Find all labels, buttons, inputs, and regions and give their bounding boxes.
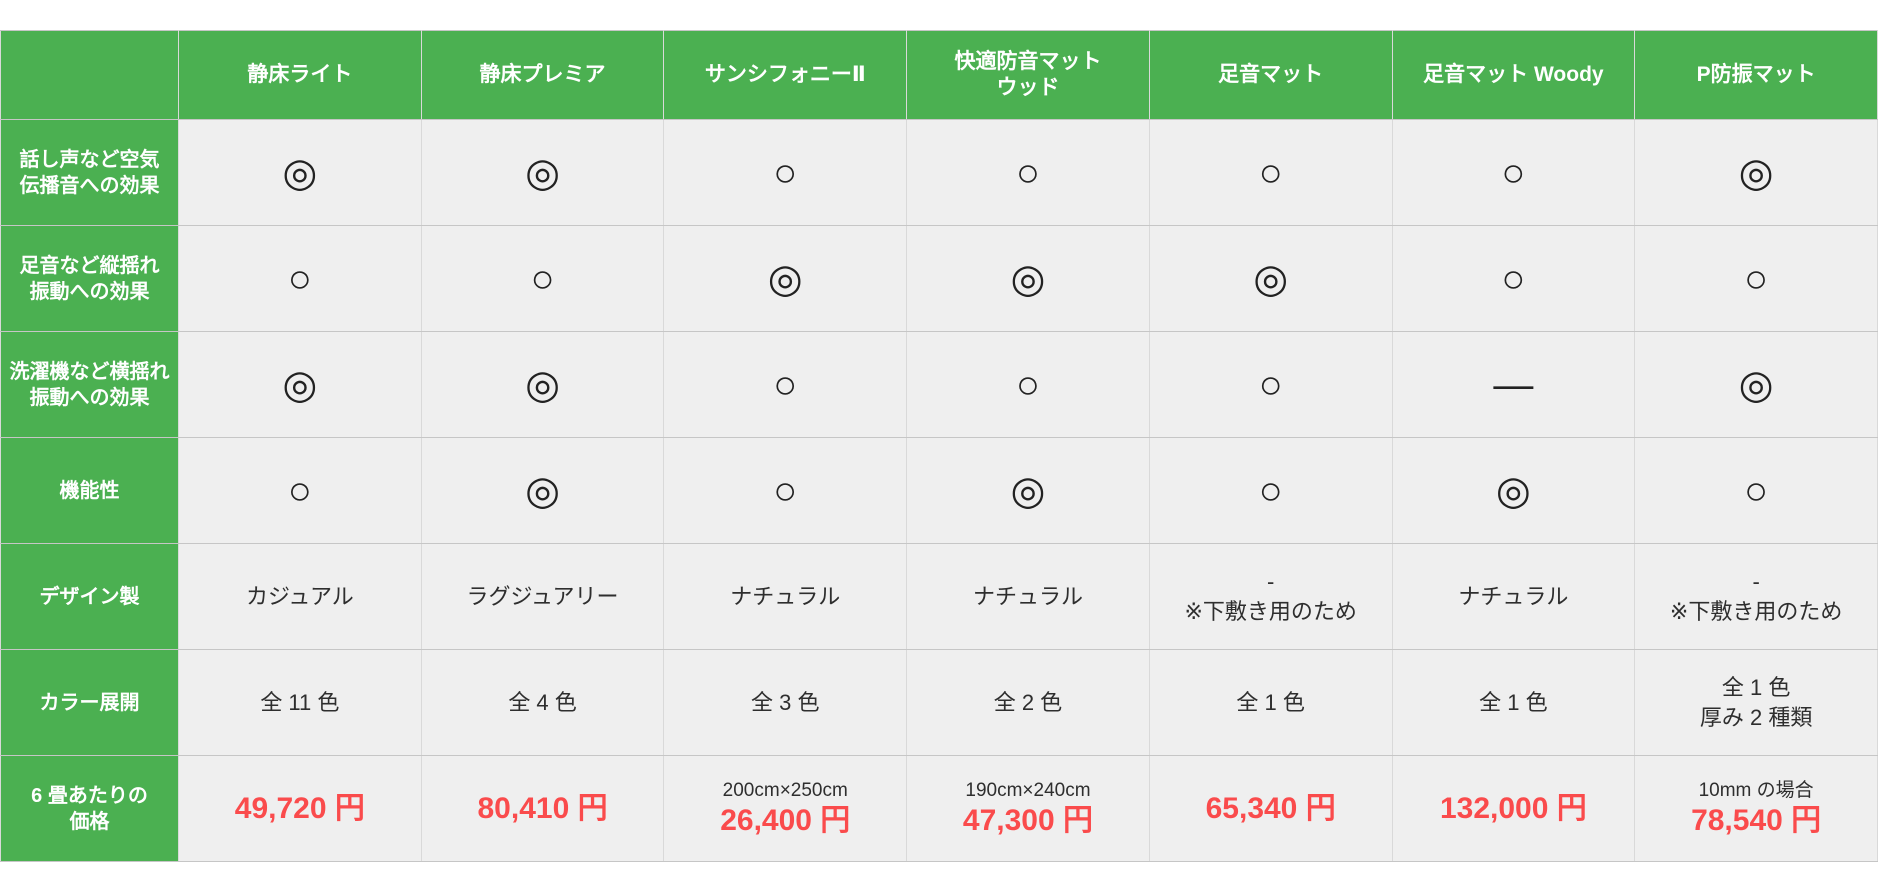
price-cell: 200cm×250cm 26,400 円 bbox=[663, 755, 908, 862]
row-header: カラー展開 bbox=[0, 649, 179, 756]
rating-cell: ◎ bbox=[1148, 225, 1393, 332]
column-header-ashioto-mat-woody: 足音マット Woody bbox=[1391, 30, 1636, 120]
text-cell: ナチュラル bbox=[906, 543, 1150, 650]
price-value: 80,410 円 bbox=[477, 791, 608, 825]
text-cell: ナチュラル bbox=[663, 543, 908, 650]
rating-cell: ◎ bbox=[420, 437, 665, 544]
price-value: 132,000 円 bbox=[1439, 791, 1587, 825]
rating-cell: ○ bbox=[663, 437, 908, 544]
column-header-shizuyuka-premia: 静床プレミア bbox=[420, 30, 665, 120]
rating-cell: — bbox=[1391, 331, 1636, 438]
text-cell: 全 1 色 厚み 2 種類 bbox=[1634, 649, 1878, 756]
rating-cell: ○ bbox=[1391, 119, 1636, 226]
price-note: 10mm の場合 bbox=[1698, 779, 1814, 801]
rating-cell: ○ bbox=[178, 437, 422, 544]
table-row-color-variations: カラー展開 全 11 色 全 4 色 全 3 色 全 2 色 全 1 色 全 1… bbox=[0, 649, 1878, 756]
row-header: 話し声など空気 伝播音への効果 bbox=[0, 119, 179, 226]
row-header: 洗濯機など横揺れ 振動への効果 bbox=[0, 331, 179, 438]
rating-cell: ◎ bbox=[1634, 119, 1878, 226]
rating-cell: ○ bbox=[1148, 119, 1393, 226]
price-cell: 65,340 円 bbox=[1148, 755, 1393, 862]
row-header: 6 畳あたりの 価格 bbox=[0, 755, 179, 862]
price-note: 190cm×240cm bbox=[965, 779, 1091, 801]
price-cell: 132,000 円 bbox=[1391, 755, 1636, 862]
text-cell: 全 4 色 bbox=[420, 649, 665, 756]
price-note: 200cm×250cm bbox=[722, 779, 848, 801]
rating-cell: ○ bbox=[663, 331, 908, 438]
table-row-functionality: 機能性 ○ ◎ ○ ◎ ○ ◎ ○ bbox=[0, 437, 1878, 544]
rating-cell: ◎ bbox=[663, 225, 908, 332]
rating-cell: ◎ bbox=[178, 119, 422, 226]
text-cell: 全 11 色 bbox=[178, 649, 422, 756]
price-value: 78,540 円 bbox=[1691, 803, 1822, 837]
column-header-p-boushin-mat: P防振マット bbox=[1634, 30, 1878, 120]
text-cell: ナチュラル bbox=[1391, 543, 1636, 650]
product-comparison-table: 静床ライト 静床プレミア サンシフォニーⅡ 快適防音マット ウッド 足音マット … bbox=[0, 30, 1878, 862]
rating-cell: ○ bbox=[178, 225, 422, 332]
rating-cell: ○ bbox=[1148, 331, 1393, 438]
rating-cell: ◎ bbox=[178, 331, 422, 438]
table-row-airborne-sound: 話し声など空気 伝播音への効果 ◎ ◎ ○ ○ ○ ○ ◎ bbox=[0, 119, 1878, 226]
rating-cell: ◎ bbox=[420, 119, 665, 226]
price-value: 47,300 円 bbox=[962, 803, 1093, 837]
rating-cell: ◎ bbox=[1391, 437, 1636, 544]
price-cell: 49,720 円 bbox=[178, 755, 422, 862]
rating-cell: ◎ bbox=[906, 225, 1150, 332]
rating-cell: ○ bbox=[1148, 437, 1393, 544]
price-value: 49,720 円 bbox=[234, 791, 365, 825]
table-row-design: デザイン製 カジュアル ラグジュアリー ナチュラル ナチュラル - ※下敷き用の… bbox=[0, 543, 1878, 650]
text-cell: 全 1 色 bbox=[1391, 649, 1636, 756]
column-header-shizuyuka-light: 静床ライト bbox=[178, 30, 422, 120]
text-cell: 全 2 色 bbox=[906, 649, 1150, 756]
text-cell: - ※下敷き用のため bbox=[1634, 543, 1878, 650]
column-header-kaiteki-bouon-mat-wood: 快適防音マット ウッド bbox=[906, 30, 1150, 120]
table-row-horizontal-vibration: 洗濯機など横揺れ 振動への効果 ◎ ◎ ○ ○ ○ — ◎ bbox=[0, 331, 1878, 438]
text-cell: - ※下敷き用のため bbox=[1148, 543, 1393, 650]
table-row-vertical-vibration: 足音など縦揺れ 振動への効果 ○ ○ ◎ ◎ ◎ ○ ○ bbox=[0, 225, 1878, 332]
text-cell: 全 1 色 bbox=[1148, 649, 1393, 756]
text-cell: 全 3 色 bbox=[663, 649, 908, 756]
price-cell: 190cm×240cm 47,300 円 bbox=[906, 755, 1150, 862]
price-value: 26,400 円 bbox=[720, 803, 851, 837]
rating-cell: ○ bbox=[1391, 225, 1636, 332]
rating-cell: ◎ bbox=[1634, 331, 1878, 438]
rating-cell: ○ bbox=[906, 119, 1150, 226]
rating-cell: ○ bbox=[1634, 225, 1878, 332]
rating-cell: ○ bbox=[1634, 437, 1878, 544]
price-cell: 80,410 円 bbox=[420, 755, 665, 862]
row-header: デザイン製 bbox=[0, 543, 179, 650]
column-header-ashioto-mat: 足音マット bbox=[1148, 30, 1393, 120]
price-cell: 10mm の場合 78,540 円 bbox=[1634, 755, 1878, 862]
row-header: 足音など縦揺れ 振動への効果 bbox=[0, 225, 179, 332]
corner-cell bbox=[0, 30, 179, 120]
rating-cell: ◎ bbox=[420, 331, 665, 438]
column-header-sunsymphony-2: サンシフォニーⅡ bbox=[663, 30, 908, 120]
rating-cell: ○ bbox=[663, 119, 908, 226]
price-value: 65,340 円 bbox=[1205, 791, 1336, 825]
text-cell: カジュアル bbox=[178, 543, 422, 650]
header-row: 静床ライト 静床プレミア サンシフォニーⅡ 快適防音マット ウッド 足音マット … bbox=[0, 30, 1878, 120]
rating-cell: ○ bbox=[420, 225, 665, 332]
row-header: 機能性 bbox=[0, 437, 179, 544]
text-cell: ラグジュアリー bbox=[420, 543, 665, 650]
table-row-price-per-6-tatami: 6 畳あたりの 価格 49,720 円 80,410 円 200cm×250cm… bbox=[0, 755, 1878, 862]
rating-cell: ◎ bbox=[906, 437, 1150, 544]
rating-cell: ○ bbox=[906, 331, 1150, 438]
